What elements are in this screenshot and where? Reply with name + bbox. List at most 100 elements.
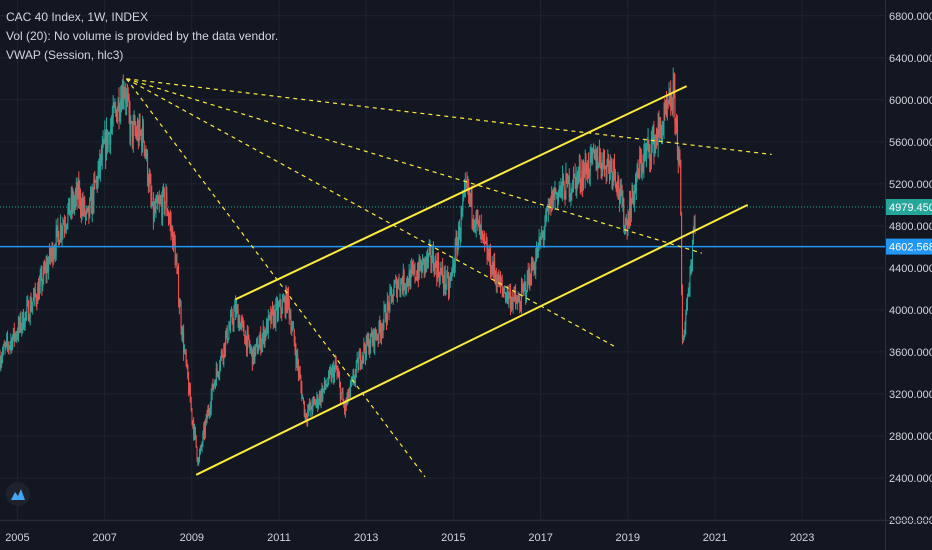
legend-volume[interactable]: Vol (20): No volume is provided by the d… [6, 29, 279, 43]
candle-body [266, 320, 268, 336]
candle-body [657, 122, 659, 146]
candle [603, 149, 605, 177]
candle [629, 190, 631, 229]
candle [185, 348, 187, 367]
candle [308, 403, 310, 417]
candle [256, 338, 258, 348]
candle-body [556, 192, 558, 194]
candle [80, 197, 82, 224]
candle-body [515, 300, 517, 304]
candle-body [288, 300, 290, 317]
candle-body [156, 197, 158, 203]
candle-body [141, 133, 143, 148]
candle [483, 234, 485, 245]
candle [3, 339, 5, 348]
candle [140, 129, 142, 136]
candle [147, 149, 149, 187]
candle-body [515, 293, 517, 301]
candle-body [495, 277, 497, 287]
candle [369, 339, 371, 359]
candle [199, 448, 201, 463]
candle [181, 325, 183, 342]
candle-body [384, 307, 386, 309]
candle-body [536, 250, 538, 258]
candle-body [618, 178, 620, 194]
candle-body [206, 415, 208, 419]
candle-body [311, 409, 313, 412]
candle [627, 209, 629, 236]
candle-body [135, 131, 137, 133]
candle-body [472, 219, 474, 221]
candle-body [418, 257, 420, 279]
candle-body [473, 220, 475, 227]
candle-body [204, 422, 206, 435]
candle-body [583, 167, 585, 186]
candle-body [121, 98, 123, 110]
candle [91, 183, 93, 223]
candle-body [199, 453, 201, 459]
candle-body [548, 205, 550, 207]
candle-body [654, 140, 656, 155]
candle [108, 130, 110, 135]
candle [256, 336, 258, 355]
candle-body [228, 329, 230, 339]
candle-body [478, 220, 480, 222]
candle-body [126, 95, 128, 97]
candle-body [494, 260, 496, 275]
candle [380, 322, 382, 345]
candle [87, 205, 89, 212]
candle-body [413, 265, 415, 272]
candle-body [687, 294, 689, 297]
candle [269, 311, 271, 320]
candle-body [462, 200, 464, 211]
candle-body [138, 120, 140, 143]
candle [466, 171, 468, 191]
candle [270, 306, 272, 329]
candle-body [84, 200, 86, 215]
tradingview-logo-button[interactable] [6, 482, 30, 506]
candle [436, 260, 438, 287]
candle-body [37, 286, 39, 304]
candle-body [205, 415, 207, 423]
candle-body [532, 265, 534, 270]
candle [623, 197, 625, 233]
candle-body [253, 346, 255, 361]
candle [522, 283, 524, 296]
candle-body [388, 303, 390, 312]
candle [120, 85, 122, 125]
candle-body [38, 284, 40, 300]
candle-body [326, 385, 328, 387]
candle-body [487, 252, 489, 259]
candle [274, 309, 276, 328]
candle-body [110, 128, 112, 145]
candle [600, 152, 602, 179]
candle-body [185, 352, 187, 364]
logo-icon [11, 489, 25, 500]
candle-body [43, 267, 45, 282]
candle [506, 285, 508, 304]
legend-vwap[interactable]: VWAP (Session, hlc3) [6, 48, 124, 62]
legend-title[interactable]: CAC 40 Index, 1W, INDEX [6, 10, 149, 24]
candle-body [485, 242, 487, 244]
candle-body [289, 316, 291, 318]
candle-body [683, 335, 685, 341]
candle [531, 256, 533, 272]
candle-body [264, 330, 266, 343]
candle [280, 298, 282, 319]
candle [536, 245, 538, 259]
candle-body [344, 400, 346, 412]
candle [448, 271, 450, 301]
candle-body [438, 273, 440, 282]
candle [347, 389, 349, 405]
candle-body [633, 195, 635, 204]
candle [630, 197, 632, 223]
candle [50, 248, 52, 264]
candle-body [522, 287, 524, 289]
candle [247, 326, 249, 341]
candle-body [557, 192, 559, 202]
candle [36, 294, 38, 311]
candle [222, 354, 224, 365]
candle-body [159, 201, 161, 203]
candle-body [595, 149, 597, 169]
